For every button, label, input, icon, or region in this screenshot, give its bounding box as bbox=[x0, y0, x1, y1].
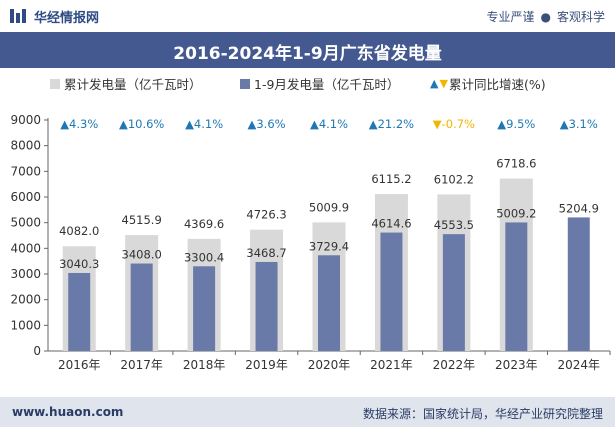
period-bar-label: 3300.4 bbox=[184, 250, 224, 264]
period-bar bbox=[567, 217, 590, 351]
period-bar bbox=[255, 261, 278, 351]
period-bar bbox=[193, 266, 216, 351]
total-bar-label: 4082.0 bbox=[59, 224, 99, 238]
legend-swatch-period bbox=[240, 78, 250, 89]
tagline-right: 客观科学 bbox=[556, 10, 605, 24]
x-tick-label: 2021年 bbox=[370, 358, 413, 372]
growth-label: ▲21.2% bbox=[369, 117, 414, 131]
legend-up-triangle-icon: ▲ bbox=[430, 77, 439, 90]
growth-label: ▲4.1% bbox=[185, 117, 223, 131]
total-bar-label: 6115.2 bbox=[371, 172, 411, 186]
legend-item-period: 1-9月发电量（亿千瓦时） bbox=[240, 74, 399, 93]
growth-label: ▲10.6% bbox=[119, 117, 164, 131]
chart-legend: 累计发电量（亿千瓦时） 1-9月发电量（亿千瓦时） ▲ ▼ 累计同比增速(%) bbox=[0, 74, 615, 94]
x-tick-label: 2018年 bbox=[183, 358, 226, 372]
total-bar-label: 5009.9 bbox=[309, 200, 349, 214]
growth-label: ▲3.1% bbox=[560, 117, 598, 131]
growth-label: ▲4.1% bbox=[310, 117, 348, 131]
footer: www.huaon.com 数据来源：国家统计局，华经产业研究院整理 bbox=[0, 397, 615, 427]
y-tick-label: 7000 bbox=[10, 164, 41, 178]
total-bar-label: 6102.2 bbox=[434, 172, 474, 186]
separator-dot-icon: ● bbox=[540, 10, 551, 24]
x-tick-label: 2020年 bbox=[308, 358, 351, 372]
y-tick-label: 9000 bbox=[10, 113, 41, 127]
legend-label-period: 1-9月发电量（亿千瓦时） bbox=[254, 77, 400, 92]
total-bar-label: 4515.9 bbox=[122, 213, 162, 227]
legend-label-total: 累计发电量（亿千瓦时） bbox=[64, 77, 202, 92]
period-bar-label: 3729.4 bbox=[309, 239, 349, 253]
period-bar bbox=[380, 232, 403, 351]
period-bar bbox=[68, 272, 91, 351]
chart-title: 2016-2024年1-9月广东省发电量 bbox=[173, 44, 442, 64]
growth-label: ▲3.6% bbox=[248, 117, 286, 131]
growth-label: ▼-0.7% bbox=[433, 117, 475, 131]
y-tick-label: 5000 bbox=[10, 216, 41, 230]
total-bar-label: 4369.6 bbox=[184, 217, 224, 231]
y-tick-label: 0 bbox=[33, 344, 41, 358]
legend-item-total: 累计发电量（亿千瓦时） bbox=[50, 74, 202, 93]
x-tick-label: 2019年 bbox=[245, 358, 288, 372]
top-bar: 华经情报网 专业严谨 ● 客观科学 bbox=[0, 0, 615, 33]
period-bar-label: 3408.0 bbox=[122, 248, 162, 262]
legend-swatch-total bbox=[50, 78, 60, 89]
website-link[interactable]: www.huaon.com bbox=[12, 405, 124, 419]
y-tick-label: 6000 bbox=[10, 190, 41, 204]
period-bar-label: 3040.3 bbox=[59, 257, 99, 271]
y-tick-label: 1000 bbox=[10, 318, 41, 332]
tagline: 专业严谨 ● 客观科学 bbox=[486, 8, 605, 25]
brand-name: 华经情报网 bbox=[34, 11, 100, 26]
y-tick-label: 8000 bbox=[10, 139, 41, 153]
tagline-left: 专业严谨 bbox=[486, 10, 535, 24]
legend-label-growth: 累计同比增速(%) bbox=[448, 77, 546, 92]
y-tick-label: 4000 bbox=[10, 241, 41, 255]
growth-label: ▲4.3% bbox=[60, 117, 98, 131]
period-bar-label: 4614.6 bbox=[371, 217, 411, 231]
period-bar bbox=[130, 263, 153, 351]
x-tick-label: 2022年 bbox=[433, 358, 476, 372]
x-tick-label: 2016年 bbox=[58, 358, 101, 372]
legend-down-triangle-icon: ▼ bbox=[439, 77, 448, 90]
x-tick-label: 2023年 bbox=[495, 358, 538, 372]
growth-label: ▲9.5% bbox=[497, 117, 535, 131]
period-bar-label: 3468.7 bbox=[246, 246, 286, 260]
x-tick-label: 2017年 bbox=[120, 358, 163, 372]
period-bar bbox=[442, 234, 465, 351]
period-bar-label: 5204.9 bbox=[559, 201, 599, 215]
period-bar-label: 4553.5 bbox=[434, 218, 474, 232]
x-tick-label: 2024年 bbox=[558, 358, 601, 372]
huajing-logo-icon bbox=[10, 9, 26, 23]
period-bar bbox=[505, 222, 528, 351]
y-tick-label: 3000 bbox=[10, 267, 41, 281]
bar-chart: 0 1000 2000 3000 4000 5000 6000 7000 8000 9000 408… bbox=[10, 113, 611, 372]
title-bar: 2016-2024年1-9月广东省发电量 bbox=[0, 32, 615, 68]
total-bar-label: 6718.6 bbox=[496, 157, 536, 171]
period-bar bbox=[318, 255, 340, 351]
data-source: 数据来源：国家统计局，华经产业研究院整理 bbox=[362, 407, 603, 421]
y-tick-label: 2000 bbox=[10, 293, 41, 307]
period-bar-label: 5009.2 bbox=[496, 206, 536, 220]
legend-item-growth: ▲ ▼ 累计同比增速(%) bbox=[430, 74, 546, 93]
total-bar-label: 4726.3 bbox=[246, 208, 286, 222]
